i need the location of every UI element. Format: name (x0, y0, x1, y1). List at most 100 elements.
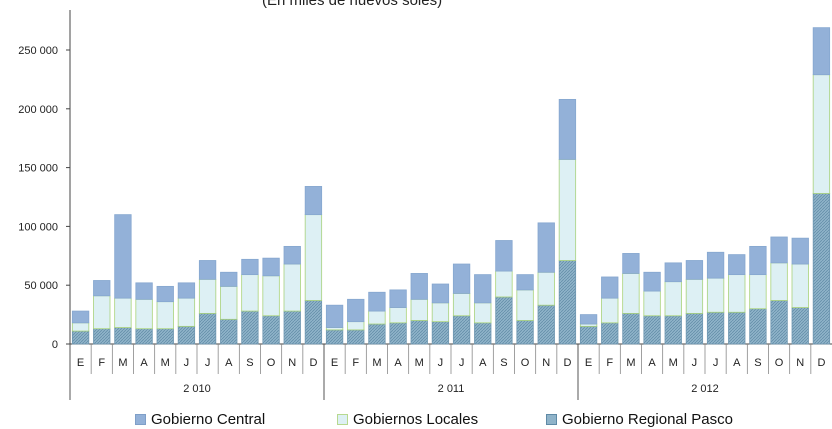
bar-segment-gobiernos-locales (347, 321, 365, 331)
bar-segment-gobierno-central (135, 282, 153, 300)
bar-segment-gobiernos-locales (71, 322, 90, 332)
bar-segment-gobierno-central (410, 273, 428, 300)
legend-item-gobierno-central: Gobierno Central (135, 411, 265, 428)
bar-segment-gobierno-central (304, 186, 323, 216)
bar-segment-gobierno-regional-pasco (389, 322, 407, 345)
bar-segment-gobiernos-locales (452, 293, 471, 317)
bar-segment-gobiernos-locales (198, 278, 217, 314)
bar-segment-gobierno-central (220, 271, 238, 287)
bar-segment-gobierno-central (431, 283, 450, 304)
plot-area-axes (66, 10, 832, 400)
bar-segment-gobiernos-locales (770, 262, 788, 301)
legend-swatch-gobiernos-locales-icon (337, 414, 348, 425)
legend-label-gobiernos-locales: Gobiernos Locales (353, 411, 479, 428)
bar-segment-gobierno-central (177, 282, 196, 299)
bar-segment-gobierno-central (474, 274, 492, 304)
x-month-label: M (415, 357, 424, 369)
legend: Gobierno Central Gobiernos Locales Gobie… (0, 408, 832, 429)
x-month-label: A (648, 357, 656, 369)
bar-segment-gobierno-regional-pasco (749, 308, 767, 345)
x-month-label: N (542, 357, 550, 369)
bar-segment-gobierno-regional-pasco (325, 329, 344, 345)
bar-segment-gobierno-regional-pasco (410, 320, 428, 345)
bar-segment-gobierno-regional-pasco (643, 315, 661, 345)
bar-segment-gobierno-central (198, 260, 217, 280)
bar-segment-gobierno-central (643, 271, 661, 292)
bar-segment-gobierno-regional-pasco (262, 315, 280, 345)
x-month-label: J (438, 357, 444, 369)
bar-segment-gobierno-central (93, 280, 111, 297)
bar-segment-gobierno-regional-pasco (812, 193, 831, 345)
legend-item-gobierno-regional-pasco: Gobierno Regional Pasco (546, 411, 733, 428)
x-year-label: 2 012 (691, 383, 719, 395)
bar-segment-gobierno-central (156, 285, 174, 303)
bar-segment-gobierno-regional-pasco (71, 330, 90, 345)
bar-segment-gobiernos-locales (135, 298, 153, 330)
axis-labels-group: 0 50 000 100 000 150 000 200 000 250 000 E F M A M… (18, 45, 825, 395)
bar-segment-gobierno-regional-pasco (685, 313, 704, 345)
bar-segment-gobierno-regional-pasco (622, 313, 640, 345)
bar-segment-gobierno-regional-pasco (579, 325, 598, 345)
bar-segment-gobierno-regional-pasco (93, 328, 111, 345)
bar-segment-gobierno-regional-pasco (728, 311, 746, 345)
x-month-label: O (521, 357, 530, 369)
bar-segment-gobierno-regional-pasco (368, 323, 386, 345)
bar-segment-gobierno-central (706, 251, 725, 279)
x-month-label: D (817, 357, 825, 369)
bar-segment-gobierno-central (728, 254, 746, 276)
bar-segment-gobierno-central (347, 298, 365, 323)
x-month-label: F (606, 357, 613, 369)
bar-segment-gobiernos-locales (114, 297, 132, 328)
bar-segment-gobiernos-locales (93, 295, 111, 330)
bar-segment-gobierno-central (664, 262, 682, 283)
bar-segment-gobiernos-locales (812, 74, 831, 194)
bar-segment-gobierno-central (685, 260, 704, 280)
bar-segment-gobierno-central (283, 245, 301, 265)
x-month-label: F (98, 357, 105, 369)
bar-segment-gobiernos-locales (283, 263, 301, 312)
x-month-label: A (733, 357, 741, 369)
chart-subtitle: (En miles de nuevos soles) (262, 0, 443, 9)
x-month-label: J (205, 357, 211, 369)
bar-segment-gobierno-central (537, 222, 555, 273)
legend-label-gobierno-regional-pasco: Gobierno Regional Pasco (562, 411, 733, 428)
x-month-label: E (585, 357, 592, 369)
bar-segment-gobierno-central (812, 27, 831, 76)
bar-segment-gobiernos-locales (431, 302, 450, 323)
x-month-label: M (118, 357, 127, 369)
x-year-label: 2 011 (438, 383, 465, 395)
x-month-label: M (161, 357, 170, 369)
x-month-label: A (140, 357, 148, 369)
bar-segment-gobiernos-locales (410, 298, 428, 321)
bar-segment-gobierno-central (325, 304, 344, 328)
bar-segment-gobierno-regional-pasco (452, 315, 471, 345)
bar-segment-gobierno-regional-pasco (347, 329, 365, 345)
bar-segment-gobierno-central (389, 289, 407, 308)
bar-segment-gobierno-regional-pasco (791, 307, 809, 345)
bar-segment-gobierno-regional-pasco (156, 328, 174, 345)
bar-segment-gobierno-regional-pasco (537, 304, 555, 345)
x-year-label: 2 010 (183, 383, 211, 395)
bar-segment-gobierno-regional-pasco (304, 300, 323, 345)
x-month-label: O (775, 357, 784, 369)
x-month-label: E (331, 357, 338, 369)
y-tick-label: 100 000 (18, 221, 58, 233)
bar-segment-gobiernos-locales (664, 281, 682, 317)
x-month-label: A (394, 357, 402, 369)
bar-segment-gobierno-regional-pasco (495, 296, 513, 345)
bar-segment-gobierno-central (241, 258, 259, 276)
x-month-label: J (184, 357, 190, 369)
x-month-label: A (225, 357, 233, 369)
bar-segment-gobierno-central (579, 314, 598, 325)
y-tick-label: 200 000 (18, 104, 58, 116)
bar-segment-gobiernos-locales (558, 158, 577, 261)
x-month-label: N (288, 357, 296, 369)
x-month-label: D (309, 357, 317, 369)
y-tick-label: 0 (52, 339, 58, 351)
x-month-label: M (669, 357, 678, 369)
x-month-label: S (500, 357, 507, 369)
bar-segment-gobierno-regional-pasco (706, 311, 725, 345)
legend-swatch-gobierno-regional-pasco-icon (546, 414, 557, 425)
x-month-label: O (267, 357, 276, 369)
